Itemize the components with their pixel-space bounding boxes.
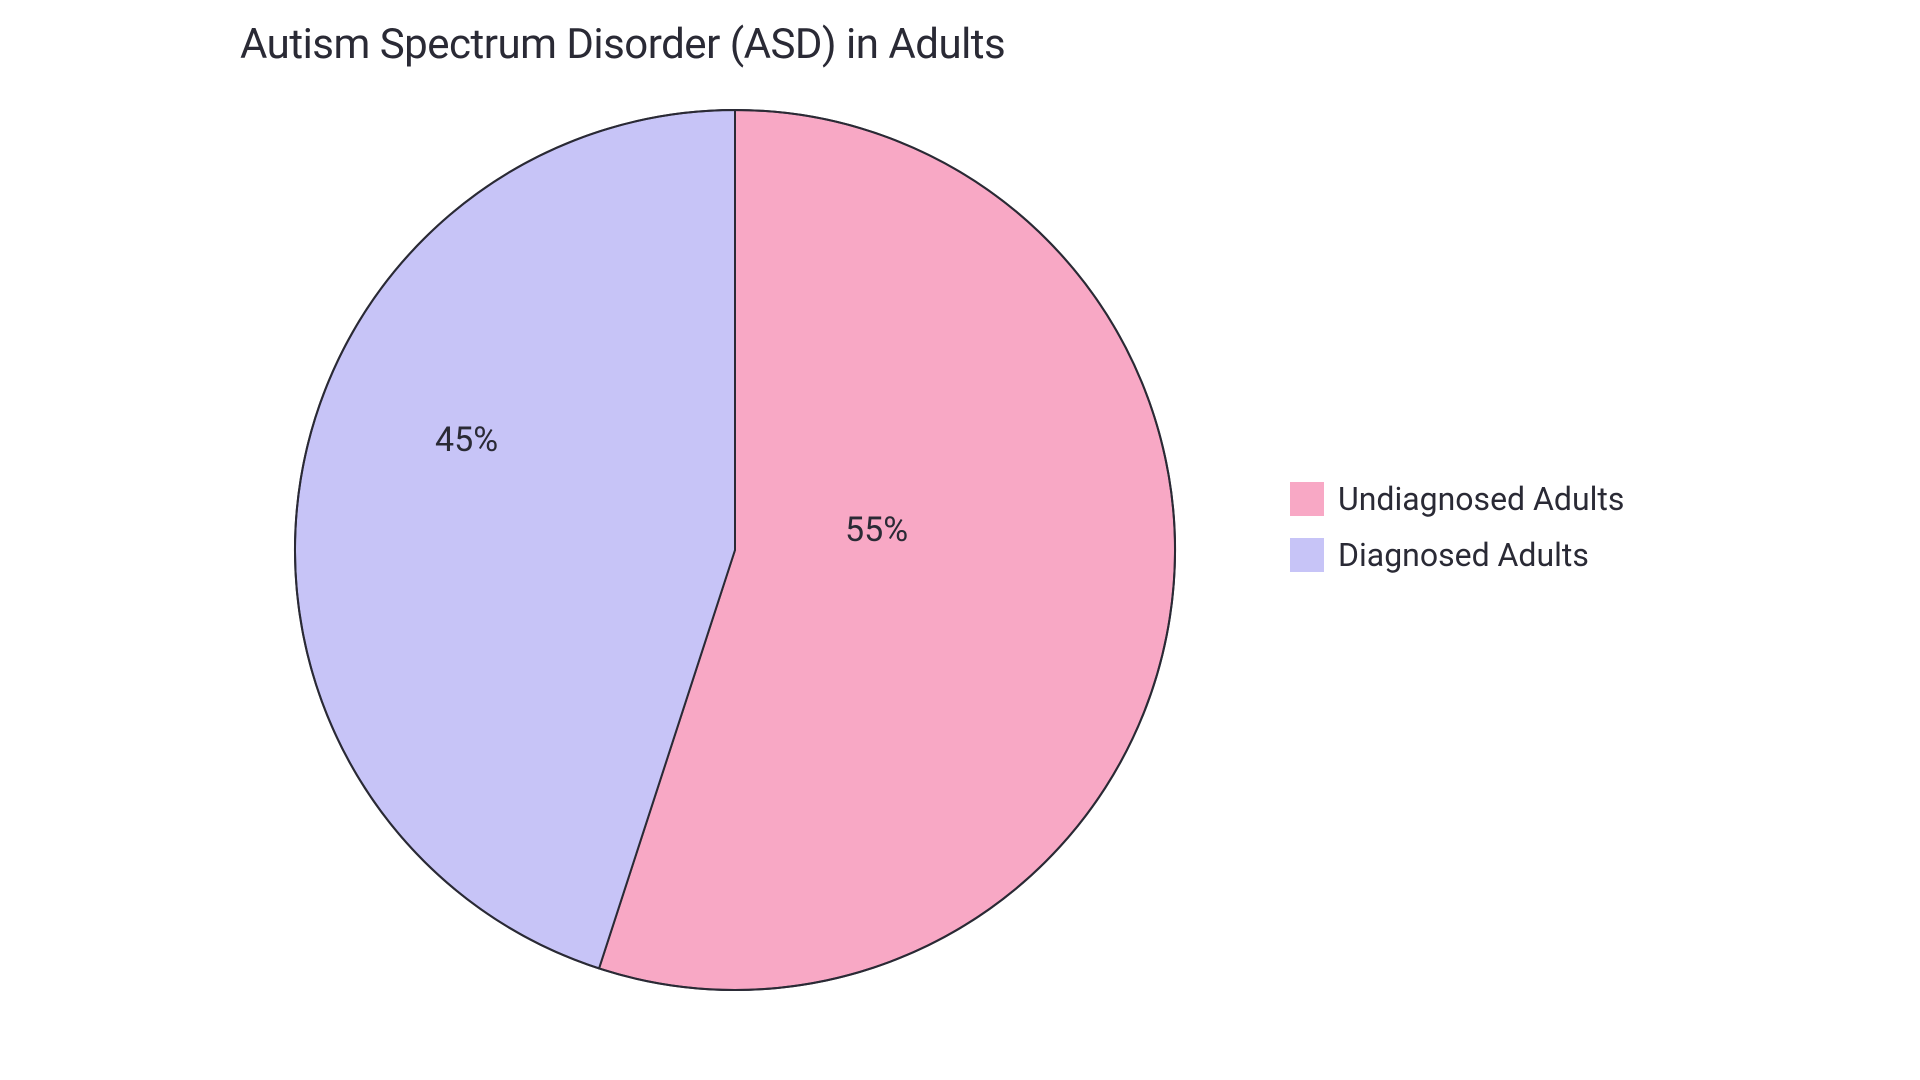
legend-swatch-1 bbox=[1290, 538, 1324, 572]
legend-label-1: Diagnosed Adults bbox=[1338, 536, 1589, 574]
pie-chart: 55% 45% bbox=[285, 100, 1185, 1000]
slice-label-1: 45% bbox=[435, 420, 498, 460]
legend-swatch-0 bbox=[1290, 482, 1324, 516]
legend-item-undiagnosed: Undiagnosed Adults bbox=[1290, 480, 1624, 518]
legend: Undiagnosed Adults Diagnosed Adults bbox=[1290, 480, 1624, 574]
legend-item-diagnosed: Diagnosed Adults bbox=[1290, 536, 1624, 574]
slice-label-0: 55% bbox=[845, 510, 908, 550]
legend-label-0: Undiagnosed Adults bbox=[1338, 480, 1624, 518]
chart-title: Autism Spectrum Disorder (ASD) in Adults bbox=[240, 20, 1005, 69]
